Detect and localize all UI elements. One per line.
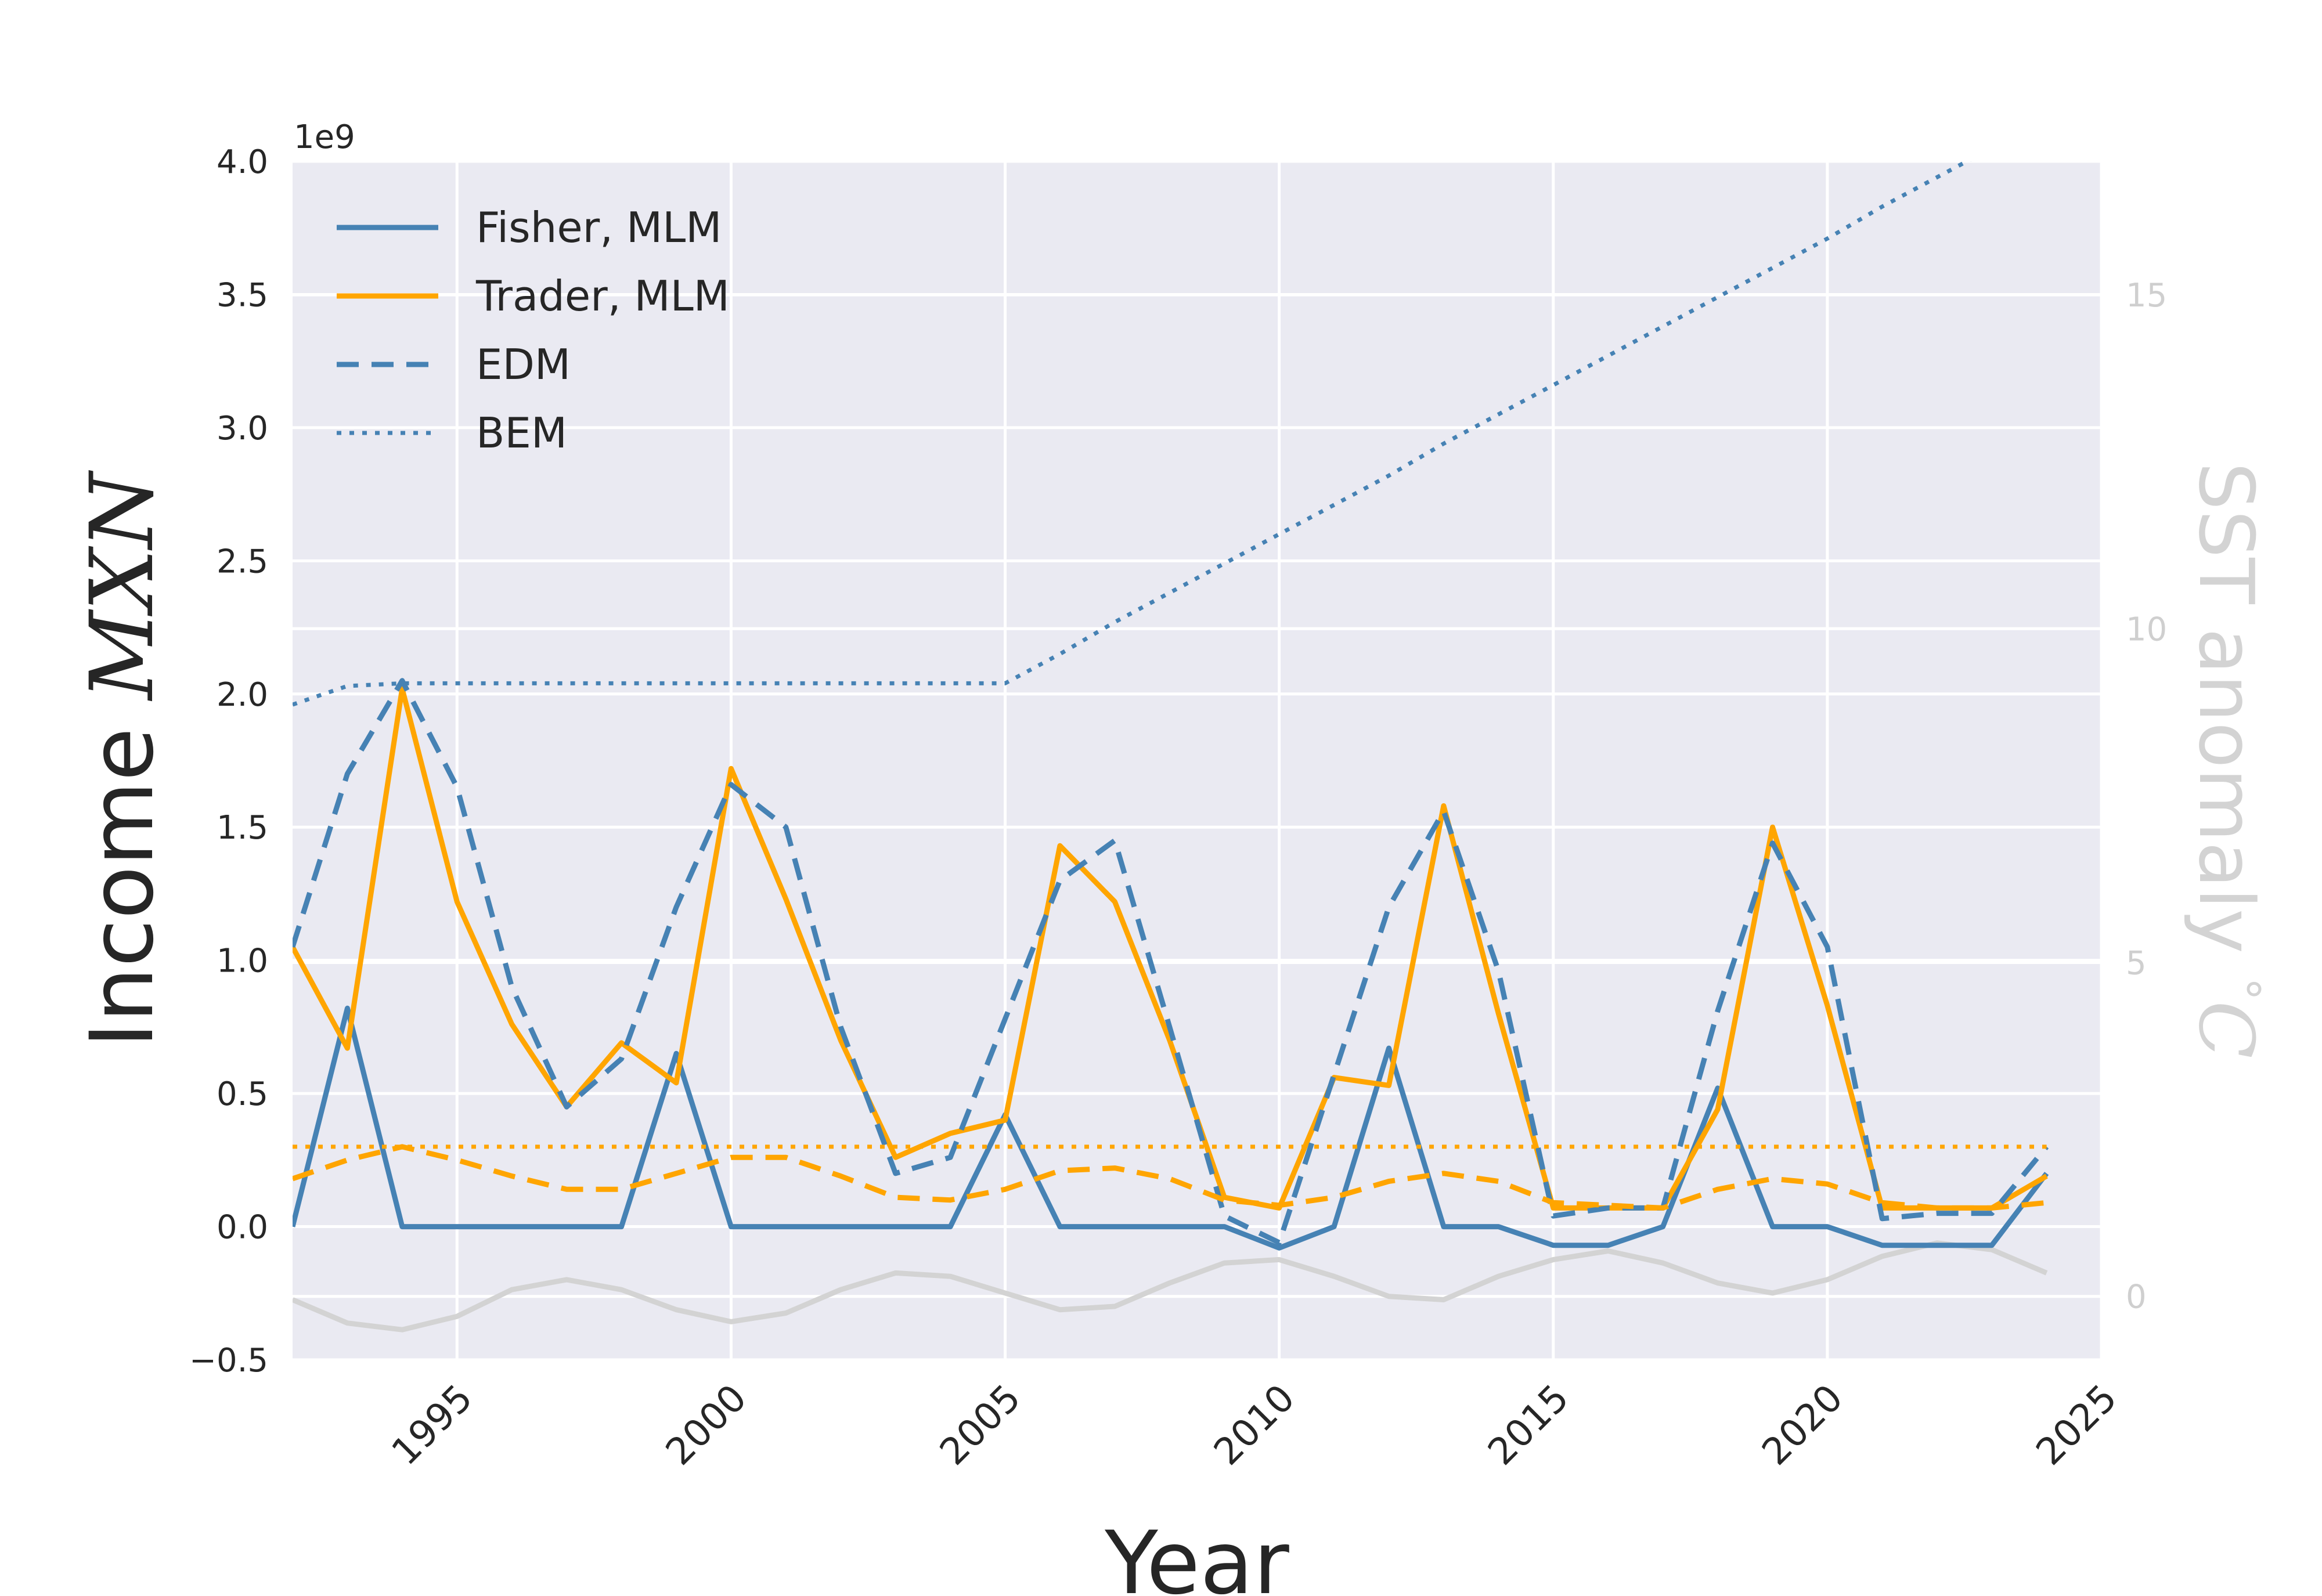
x-axis-label: Year	[1104, 1513, 1289, 1596]
grid	[293, 160, 2103, 1362]
y2-tick-label: 15	[2126, 277, 2167, 315]
y-tick-label: 3.0	[217, 410, 268, 447]
x-tick-label: 2000	[658, 1377, 755, 1474]
series-line-3	[293, 161, 1971, 707]
y-offset-label: 1e9	[294, 118, 355, 156]
series-line-6	[293, 1240, 2048, 1333]
y2-tick-label: 10	[2126, 611, 2167, 648]
x-tick-label: 2025	[2028, 1377, 2125, 1474]
y-tick-label: −0.5	[189, 1342, 268, 1380]
legend-label: Trader, MLM	[475, 272, 730, 320]
y-tick-label: 1.5	[217, 809, 268, 847]
y2-axis-label-text: SST anomaly	[2182, 462, 2270, 977]
y2-tick-label: 5	[2126, 945, 2147, 983]
x-tick-label: 2010	[1206, 1377, 1303, 1474]
x-tick-label: 1995	[384, 1377, 481, 1474]
series-line-4	[293, 1144, 2047, 1211]
y-tick-label: 3.5	[217, 276, 268, 314]
legend: Fisher, MLM Trader, MLM EDM BEM	[337, 203, 730, 457]
x-tick-label: 2020	[1754, 1377, 1851, 1474]
legend-label: Fisher, MLM	[476, 203, 722, 252]
y-tick-label: 2.5	[217, 543, 268, 580]
y2-axis-label: SST anomaly °C	[2182, 462, 2270, 1059]
y-axis-label-unit: MXN	[72, 470, 173, 702]
legend-label: BEM	[476, 409, 567, 457]
y-tick-label: 4.0	[217, 143, 268, 181]
series-layer	[293, 161, 2049, 1333]
x-tick-label: 2005	[932, 1377, 1029, 1474]
y-axis-label: Income MXN	[72, 470, 173, 1048]
y-axis-label-word: Income	[72, 700, 173, 1048]
y-tick-label: 2.0	[217, 676, 268, 714]
legend-label: EDM	[476, 340, 571, 389]
y-tick-label: 1.0	[217, 943, 268, 980]
y-tick-label: 0.5	[217, 1075, 268, 1113]
y-tick-label: 0.0	[217, 1209, 268, 1247]
y2-tick-label: 0	[2126, 1279, 2147, 1316]
x-tick-label: 2015	[1480, 1377, 1577, 1474]
series-line-1	[293, 686, 2048, 1211]
y2-axis-label-degree: °	[2216, 977, 2270, 1001]
plot-background	[293, 161, 2101, 1360]
series-line-2	[293, 678, 2049, 1245]
y2-axis-label-unit: C	[2182, 1001, 2270, 1058]
